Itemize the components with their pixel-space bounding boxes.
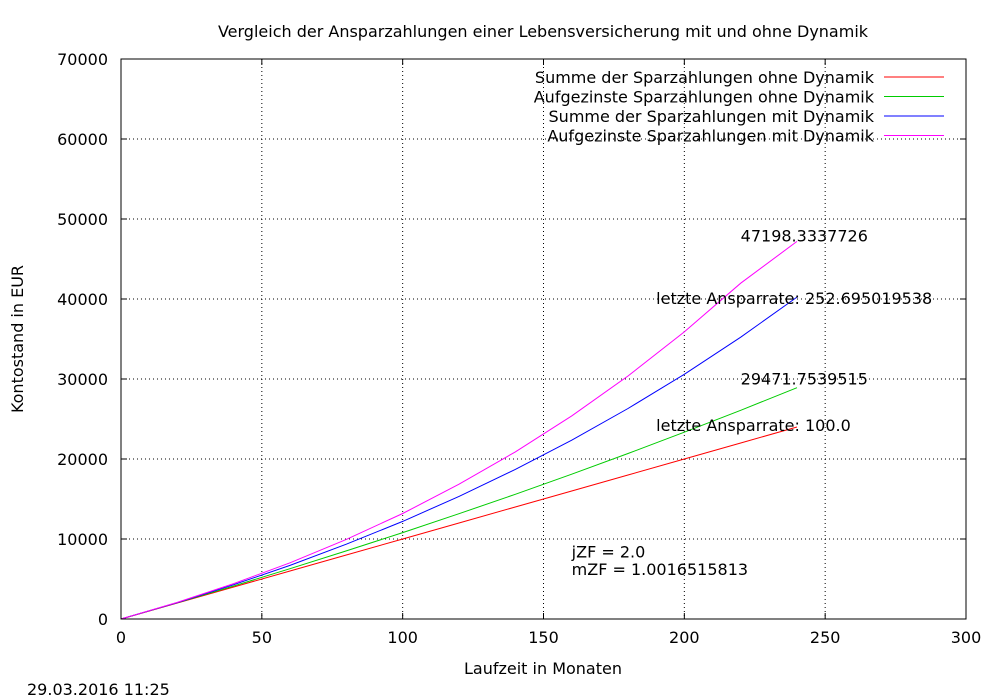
annotation-label: letzte Ansparrate: 100.0	[656, 416, 851, 435]
annotations: 47198.3337726 letzte Ansparrate: 252.6950…	[571, 226, 933, 579]
legend-label: Summe der Sparzahlungen ohne Dynamik	[535, 68, 875, 87]
chart-title: Vergleich der Ansparzahlungen einer Lebe…	[218, 22, 869, 41]
y-axis-label: Kontostand in EUR	[8, 265, 27, 413]
y-tick-label: 10000	[57, 530, 108, 549]
grid	[121, 59, 966, 619]
timestamp: 29.03.2016 11:25	[27, 680, 170, 699]
x-tick-label: 250	[810, 628, 841, 647]
legend-label: Summe der Sparzahlungen mit Dynamik	[549, 107, 875, 126]
annotation-label: mZF = 1.0016515813	[572, 560, 748, 579]
annotation-label: 29471.7539515	[741, 370, 868, 389]
series-line	[120, 240, 798, 620]
series-line	[120, 387, 798, 620]
x-tick-label: 300	[951, 628, 982, 647]
y-tick-label: 70000	[57, 50, 108, 69]
legend: Summe der Sparzahlungen ohne DynamikAufg…	[534, 68, 944, 146]
annotation-label: jZF = 2.0	[571, 542, 646, 561]
series-line	[120, 296, 798, 620]
annotation-label: 47198.3337726	[741, 226, 868, 245]
annotation-label: letzte Ansparrate: 252.695019538	[656, 289, 932, 308]
x-tick-label: 50	[252, 628, 272, 647]
x-axis-label: Laufzeit in Monaten	[464, 659, 622, 678]
y-tick-label: 50000	[57, 210, 108, 229]
legend-label: Aufgezinste Sparzahlungen mit Dynamik	[547, 127, 874, 146]
y-tick-label: 20000	[57, 450, 108, 469]
series-line	[120, 426, 798, 620]
x-tick-label: 150	[528, 628, 559, 647]
x-tick-label: 0	[116, 628, 126, 647]
x-tick-label: 200	[669, 628, 700, 647]
y-tick-label: 30000	[57, 370, 108, 389]
y-tick-label: 60000	[57, 130, 108, 149]
y-tick-label: 40000	[57, 290, 108, 309]
axis-ticks: 0 50 100 150 200 250 300 0 10000 20000 30000 40000 5…	[57, 50, 981, 647]
x-tick-label: 100	[387, 628, 418, 647]
legend-label: Aufgezinste Sparzahlungen ohne Dynamik	[534, 88, 875, 107]
series-lines	[120, 240, 798, 620]
y-tick-label: 0	[98, 610, 108, 629]
